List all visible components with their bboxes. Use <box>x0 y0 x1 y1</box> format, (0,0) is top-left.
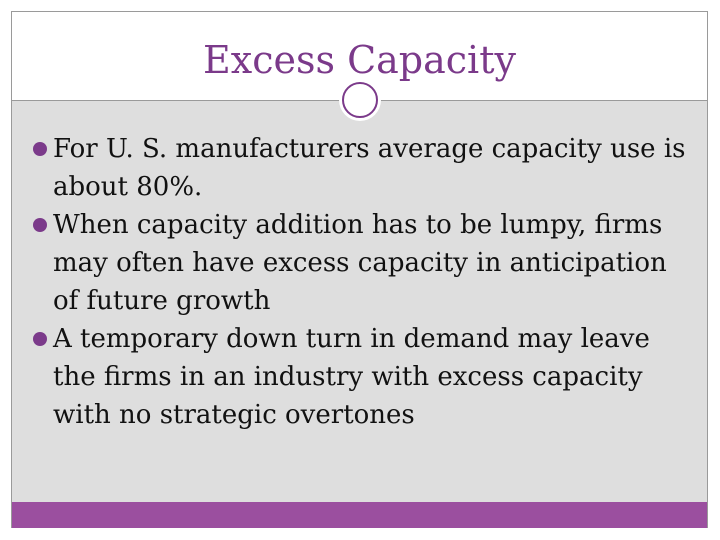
slide-title: Excess Capacity <box>203 38 516 82</box>
footer-bar <box>12 502 707 528</box>
bullet-dot-icon <box>33 142 47 156</box>
bullet-text: A temporary down turn in demand may leav… <box>53 324 650 430</box>
circle-ornament-icon <box>342 82 378 118</box>
bullet-item: A temporary down turn in demand may leav… <box>32 320 692 434</box>
bullet-item: When capacity addition has to be lumpy, … <box>32 206 692 320</box>
content-area <box>12 101 707 502</box>
bullet-list: For U. S. manufacturers average capacity… <box>32 130 692 434</box>
bullet-dot-icon <box>33 218 47 232</box>
bullet-item: For U. S. manufacturers average capacity… <box>32 130 692 206</box>
bullet-text: For U. S. manufacturers average capacity… <box>53 134 686 202</box>
slide: Excess Capacity For U. S. manufacturers … <box>11 11 708 528</box>
bullet-text: When capacity addition has to be lumpy, … <box>53 210 667 316</box>
bullet-dot-icon <box>33 332 47 346</box>
